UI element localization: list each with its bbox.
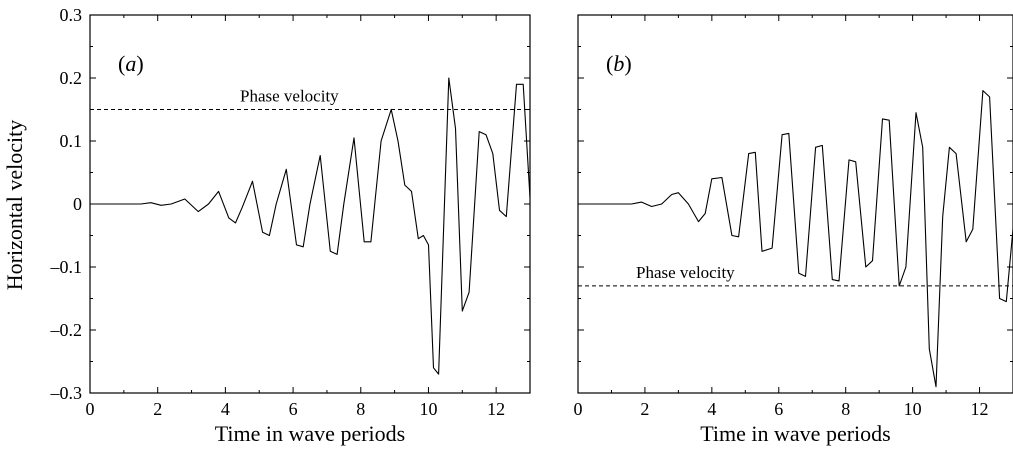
y-tick-label: –0.2 (50, 320, 83, 340)
x-tick-label: 0 (86, 399, 95, 419)
x-axis-label: Time in wave periods (215, 421, 405, 446)
x-tick-label: 4 (707, 399, 716, 419)
x-tick-label: 12 (487, 399, 505, 419)
phase-velocity-label: Phase velocity (240, 87, 339, 106)
plot-frame (577, 14, 1013, 394)
phase-velocity-label: Phase velocity (636, 263, 735, 282)
series-line (578, 90, 1013, 388)
y-axis-label: Horizontal velocity (2, 120, 27, 290)
x-tick-label: 10 (419, 399, 437, 419)
series-line (90, 77, 531, 375)
panel-b: 0 2 4 6 8 10 12 Phase velocity (b) Time in wave p… (574, 14, 1013, 446)
y-tick-label: –0.1 (50, 257, 83, 277)
x-tick-label: 4 (221, 399, 230, 419)
x-tick-label: 8 (356, 399, 365, 419)
y-tick-label: 0.1 (60, 131, 83, 151)
panel-label: (a) (118, 51, 144, 76)
x-axis-label: Time in wave periods (700, 421, 890, 446)
y-tick-label: –0.3 (50, 383, 83, 403)
panel-a: 0 2 4 6 8 10 12 –0.3 –0.2 –0.1 0 0.1 0.2 0.3 Phase vel… (50, 5, 531, 446)
y-tick-label: 0 (73, 194, 82, 214)
x-tick-label: 10 (904, 399, 922, 419)
panel-label: (b) (606, 51, 632, 76)
x-tick-label: 6 (289, 399, 298, 419)
x-tick-label: 6 (774, 399, 783, 419)
y-tick-label: 0.3 (60, 5, 83, 25)
x-tick-label: 0 (574, 399, 583, 419)
x-tick-label: 12 (971, 399, 989, 419)
y-tick-label: 0.2 (60, 68, 83, 88)
x-tick-label: 2 (153, 399, 162, 419)
x-tick-label: 2 (640, 399, 649, 419)
x-tick-label: 8 (841, 399, 850, 419)
